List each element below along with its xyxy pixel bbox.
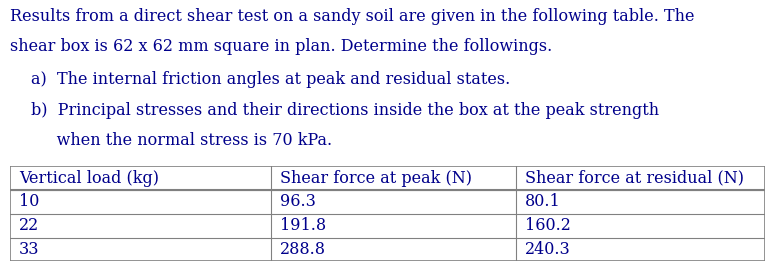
Text: 33: 33 xyxy=(19,241,39,258)
Text: 160.2: 160.2 xyxy=(526,217,571,234)
Text: 96.3: 96.3 xyxy=(279,194,316,210)
Text: Results from a direct shear test on a sandy soil are given in the following tabl: Results from a direct shear test on a sa… xyxy=(10,8,694,25)
Text: when the normal stress is 70 kPa.: when the normal stress is 70 kPa. xyxy=(31,132,332,149)
Text: 191.8: 191.8 xyxy=(279,217,326,234)
Text: 288.8: 288.8 xyxy=(279,241,326,258)
Text: Shear force at peak (N): Shear force at peak (N) xyxy=(279,170,471,187)
Text: shear box is 62 x 62 mm square in plan. Determine the followings.: shear box is 62 x 62 mm square in plan. … xyxy=(10,38,553,55)
Text: a)  The internal friction angles at peak and residual states.: a) The internal friction angles at peak … xyxy=(31,71,510,88)
Text: 22: 22 xyxy=(19,217,39,234)
Text: Shear force at residual (N): Shear force at residual (N) xyxy=(526,170,745,187)
Text: 80.1: 80.1 xyxy=(526,194,561,210)
Text: 10: 10 xyxy=(19,194,39,210)
Text: 240.3: 240.3 xyxy=(526,241,571,258)
Text: b)  Principal stresses and their directions inside the box at the peak strength: b) Principal stresses and their directio… xyxy=(31,102,659,119)
Text: Vertical load (kg): Vertical load (kg) xyxy=(19,170,159,187)
